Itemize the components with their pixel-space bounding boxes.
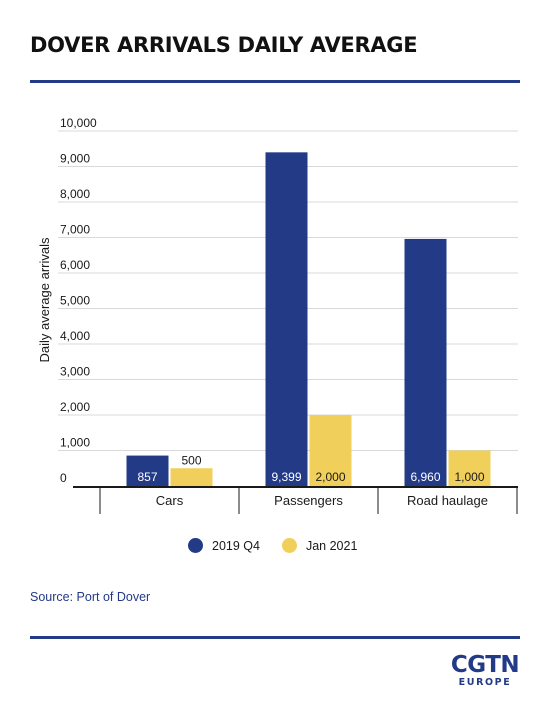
y-tick-label: 4,000 <box>60 329 90 343</box>
chart-title: DOVER ARRIVALS DAILY AVERAGE <box>30 33 418 57</box>
y-tick-label: 0 <box>60 471 67 485</box>
y-tick-label: 2,000 <box>60 400 90 414</box>
y-tick-label: 6,000 <box>60 258 90 272</box>
top-rule <box>30 80 520 83</box>
logo-main: CGTN <box>450 652 520 678</box>
legend-label-jan-2021: Jan 2021 <box>305 538 358 553</box>
y-tick-label: 1,000 <box>60 436 90 450</box>
y-tick-label: 10,000 <box>60 116 97 130</box>
bar-jan-2021 <box>448 450 491 486</box>
legend-item-jan-2021: Jan 2021 <box>281 538 358 553</box>
y-tick-label: 8,000 <box>60 187 90 201</box>
bar-jan-2021 <box>309 415 352 486</box>
y-tick-label: 7,000 <box>60 223 90 237</box>
data-label: 6,960 <box>410 470 440 484</box>
legend: 2019 Q4 Jan 2021 <box>188 538 379 553</box>
data-label: 2,000 <box>315 470 345 484</box>
bar-2019-q4 <box>404 238 447 486</box>
legend-swatch-jan-2021 <box>281 538 297 553</box>
data-label: 500 <box>181 453 201 467</box>
bar-2019-q4 <box>126 455 169 486</box>
x-tick-label: Passengers <box>274 493 343 508</box>
x-tick-label: Cars <box>156 493 184 508</box>
bar-2019-q4 <box>265 152 308 486</box>
y-tick-label: 9,000 <box>60 152 90 166</box>
x-tick-label: Road haulage <box>407 493 488 508</box>
data-label: 857 <box>137 470 157 484</box>
bar-jan-2021 <box>170 468 213 486</box>
logo-sub: EUROPE <box>458 677 512 688</box>
y-tick-label: 5,000 <box>60 294 90 308</box>
bottom-rule <box>30 636 520 639</box>
data-label: 9,399 <box>271 470 301 484</box>
bar-chart: 0 1,000 2,000 3,000 4,000 5,000 6,000 7,000 8,00… <box>37 116 518 514</box>
y-tick-label: 3,000 <box>60 365 90 379</box>
legend-label-2019-q4: 2019 Q4 <box>212 538 260 553</box>
source-note: Source: Port of Dover <box>30 590 151 604</box>
legend-swatch-2019-q4 <box>188 538 203 553</box>
cgtn-logo: CGTN EUROPE <box>449 654 521 689</box>
legend-item-2019-q4: 2019 Q4 <box>188 538 260 553</box>
data-label: 1,000 <box>454 470 484 484</box>
y-axis-label: Daily average arrivals <box>37 237 52 362</box>
